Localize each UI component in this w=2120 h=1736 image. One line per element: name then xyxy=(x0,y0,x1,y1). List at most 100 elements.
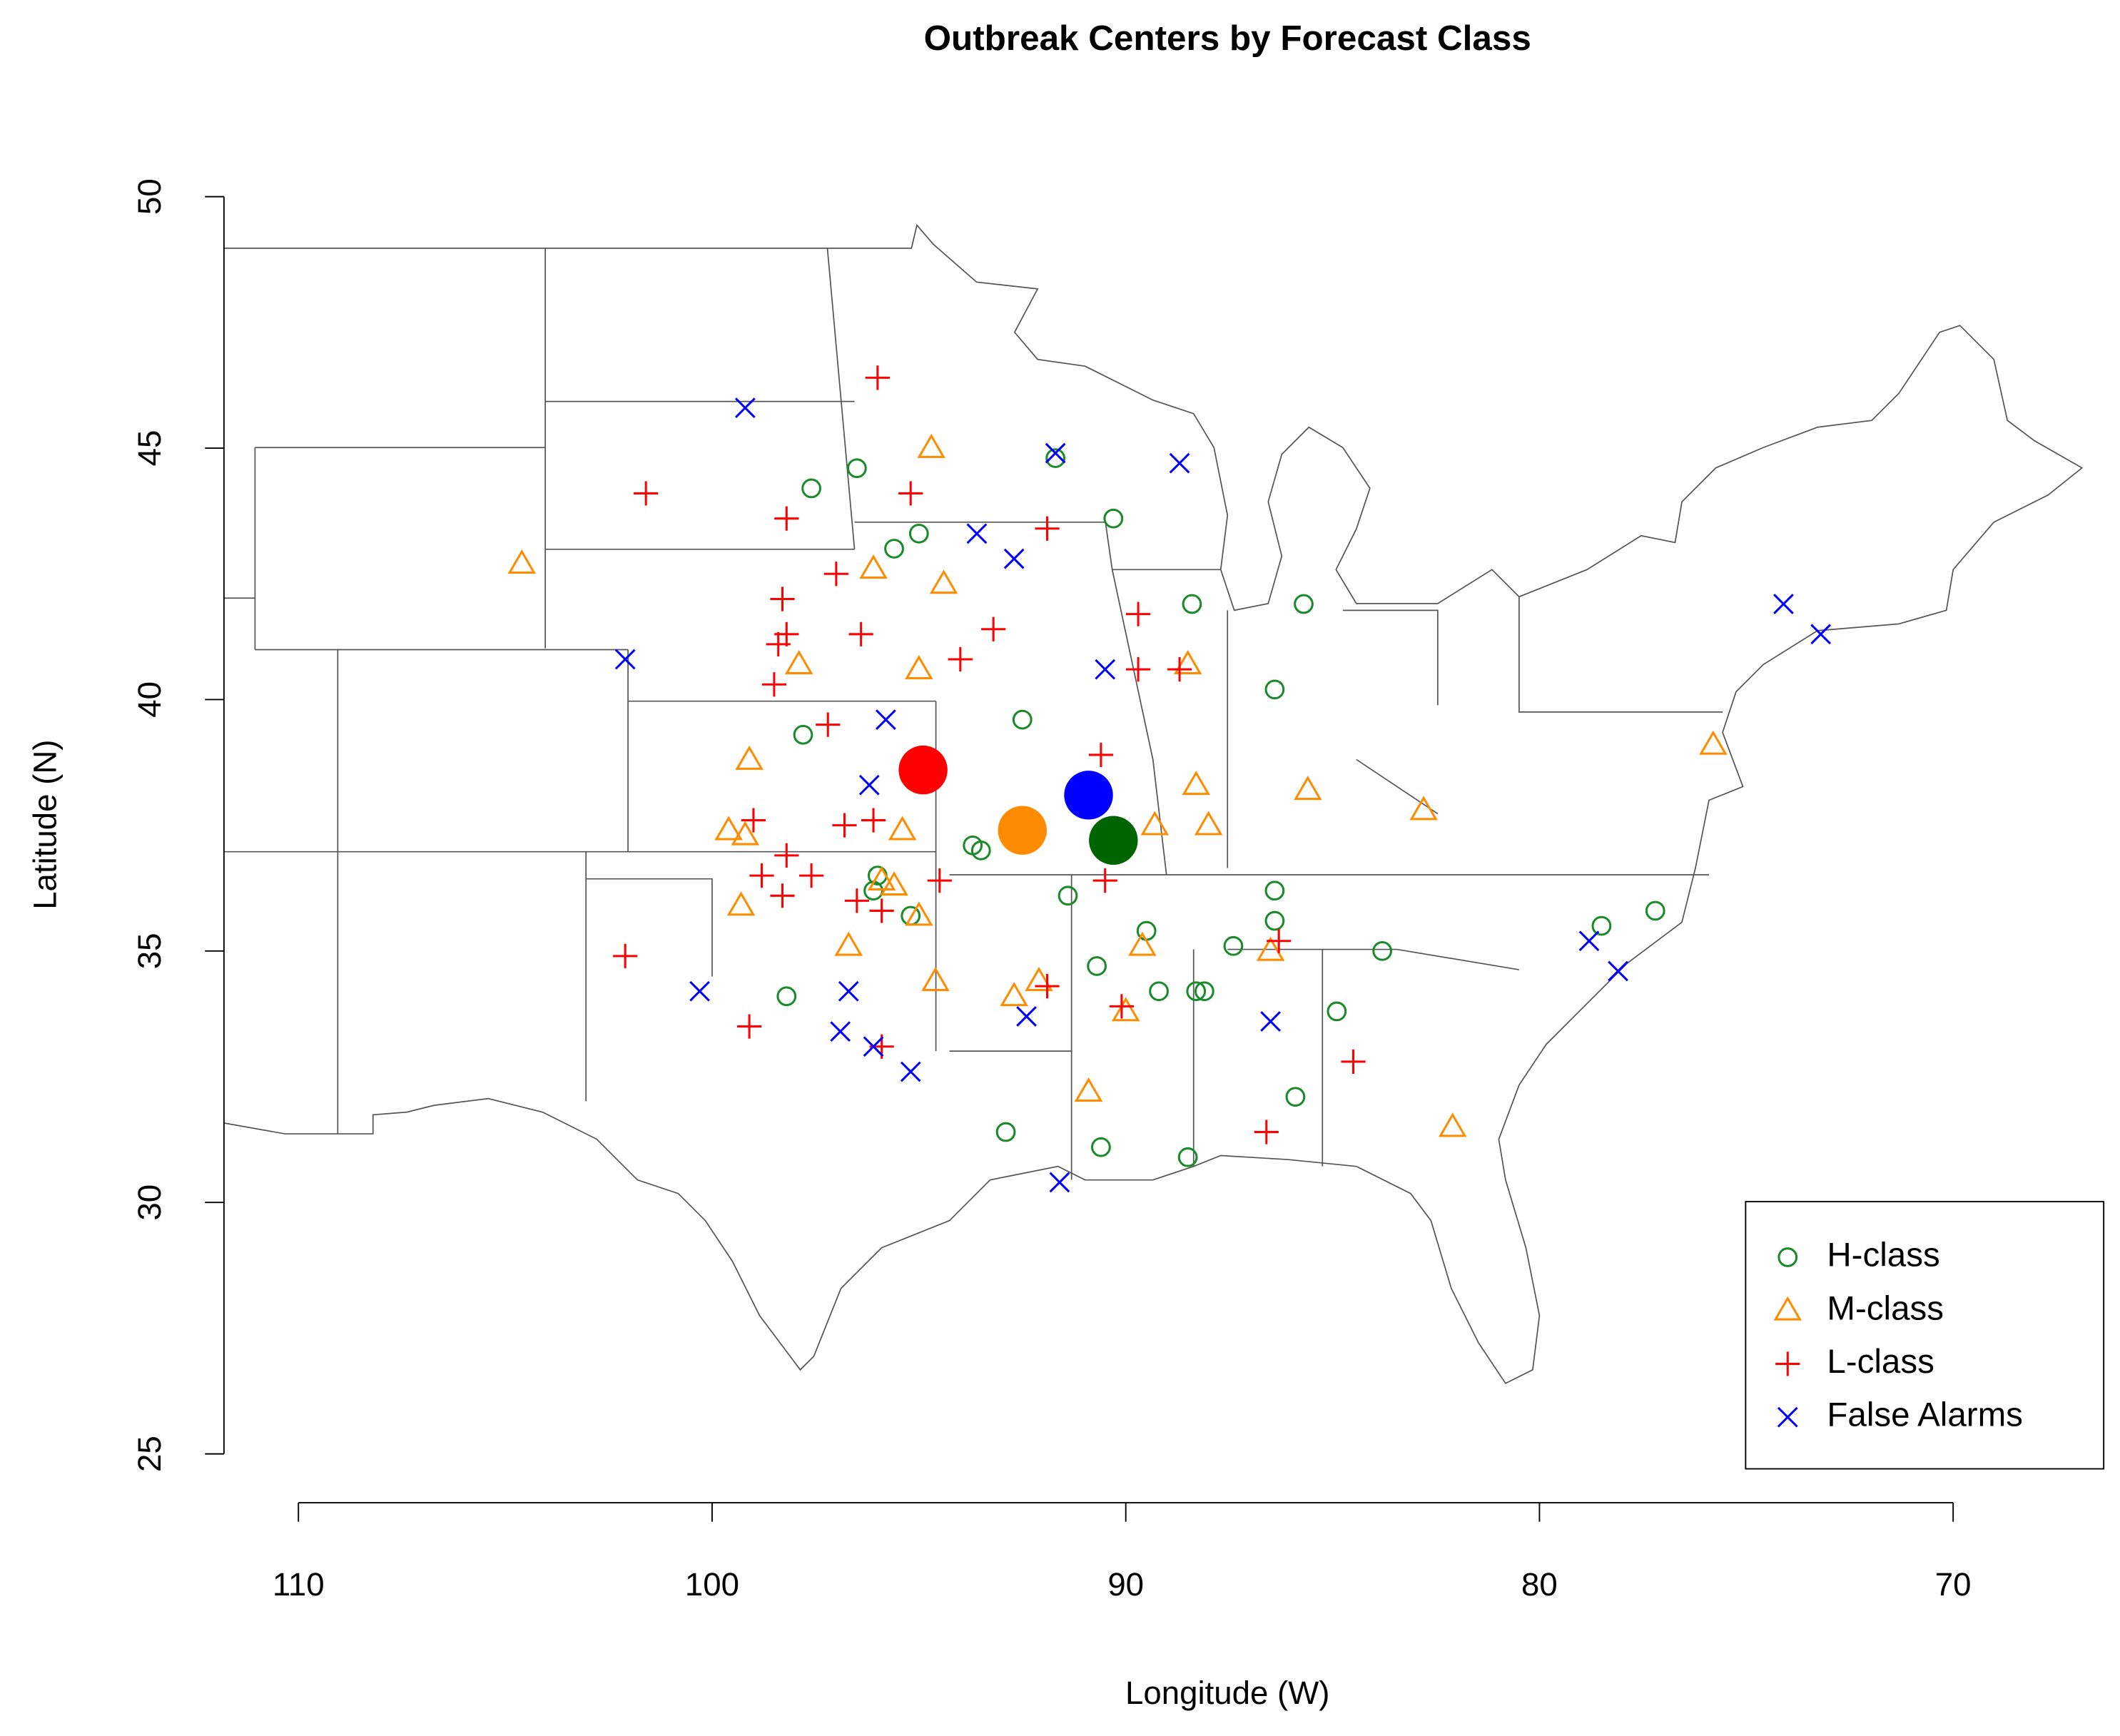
state-lines xyxy=(223,248,1723,1180)
marker-triangle xyxy=(735,745,764,770)
marker-circle xyxy=(1012,709,1033,730)
marker-circle xyxy=(1091,1137,1111,1157)
marker-x xyxy=(1016,1006,1037,1027)
y-tick-label: 50 xyxy=(131,178,168,215)
marker-x xyxy=(830,1021,851,1042)
marker-circle xyxy=(970,840,991,861)
x-tick-label: 100 xyxy=(685,1566,739,1603)
marker-plus xyxy=(927,868,952,893)
marker-plus xyxy=(1254,1120,1279,1144)
y-tick-label: 45 xyxy=(131,430,168,467)
center-point xyxy=(1089,816,1138,865)
marker-circle xyxy=(1591,915,1612,936)
legend-label: H-class xyxy=(1827,1237,1939,1274)
marker-circle xyxy=(995,1122,1016,1142)
marker-plus xyxy=(823,562,848,587)
marker-circle xyxy=(1186,981,1207,1002)
marker-plus xyxy=(613,943,638,968)
marker-x xyxy=(1260,1011,1281,1032)
marker-triangle xyxy=(507,549,537,574)
marker-circle xyxy=(1645,900,1665,921)
marker-circle xyxy=(1194,981,1214,1002)
marker-plus xyxy=(1125,601,1151,626)
marker-x xyxy=(1095,659,1116,680)
marker-plus xyxy=(1035,974,1060,999)
marker-plus xyxy=(737,1014,762,1039)
marker-triangle xyxy=(714,816,743,841)
marker-triangle xyxy=(1409,796,1438,821)
marker-circle xyxy=(1045,448,1066,468)
marker-plus xyxy=(861,808,886,833)
marker-triangle xyxy=(921,966,950,991)
marker-x xyxy=(863,1036,884,1057)
marker-triangle xyxy=(1000,982,1028,1007)
marker-plus xyxy=(844,888,869,913)
marker-triangle xyxy=(880,871,908,896)
marker-x xyxy=(1773,594,1794,614)
marker-circle xyxy=(846,458,867,479)
marker-circle xyxy=(1058,885,1078,906)
marker-plus xyxy=(1775,1351,1800,1376)
marker-circle xyxy=(1103,508,1124,529)
marker-triangle xyxy=(726,891,756,916)
marker-triangle xyxy=(1256,936,1285,961)
marker-x xyxy=(900,1061,921,1082)
marker-x xyxy=(1578,930,1600,952)
marker-x xyxy=(1049,1172,1070,1193)
y-tick-label: 30 xyxy=(131,1184,168,1221)
marker-plus xyxy=(634,481,659,506)
marker-circle xyxy=(1087,956,1107,976)
marker-triangle xyxy=(1194,811,1223,836)
marker-circle xyxy=(1264,880,1285,901)
marker-triangle xyxy=(917,433,945,458)
marker-plus xyxy=(766,631,791,657)
marker-plus xyxy=(741,808,766,833)
marker-circle xyxy=(1149,981,1169,1002)
marker-triangle xyxy=(1773,1296,1802,1321)
marker-plus xyxy=(774,506,799,531)
legend-box xyxy=(1745,1201,2105,1470)
marker-circle xyxy=(1182,594,1202,614)
marker-circle xyxy=(793,724,813,745)
marker-circle xyxy=(1223,935,1244,956)
marker-x xyxy=(838,980,859,1002)
x-tick-label: 70 xyxy=(1935,1566,1972,1603)
marker-circle xyxy=(1294,594,1314,614)
marker-plus xyxy=(798,863,824,888)
marker-plus xyxy=(1125,657,1151,682)
marker-circle xyxy=(1777,1247,1798,1267)
legend-label: False Alarms xyxy=(1827,1396,2023,1434)
marker-triangle xyxy=(867,866,896,891)
y-tick-label: 25 xyxy=(131,1436,168,1472)
x-axis-label: Longitude (W) xyxy=(1125,1675,1329,1711)
marker-plus xyxy=(848,621,873,646)
marker-triangle xyxy=(929,569,958,594)
marker-x xyxy=(876,709,896,730)
center-point xyxy=(1064,771,1113,820)
marker-circle xyxy=(1327,1001,1347,1022)
marker-plus xyxy=(865,365,890,390)
marker-triangle xyxy=(834,931,863,956)
marker-x xyxy=(1608,960,1628,982)
marker-plus xyxy=(832,813,857,838)
chart-title: Outbreak Centers by Forecast Class xyxy=(924,19,1531,58)
marker-triangle xyxy=(888,816,917,841)
marker-triangle xyxy=(1025,966,1053,991)
x-tick-label: 80 xyxy=(1521,1566,1558,1603)
marker-plus xyxy=(981,616,1006,641)
marker-plus xyxy=(770,587,795,611)
marker-plus xyxy=(1092,868,1117,893)
marker-triangle xyxy=(859,554,888,579)
marker-circle xyxy=(776,986,797,1007)
marker-plus xyxy=(774,843,799,868)
marker-plus xyxy=(770,883,795,908)
marker-plus xyxy=(1109,994,1134,1019)
marker-circle xyxy=(1177,1147,1198,1167)
marker-triangle xyxy=(1182,771,1210,796)
marker-circle xyxy=(1264,910,1285,931)
marker-plus xyxy=(749,863,774,888)
marker-plus xyxy=(869,898,894,923)
marker-plus xyxy=(1035,516,1060,541)
marker-plus xyxy=(761,672,787,697)
